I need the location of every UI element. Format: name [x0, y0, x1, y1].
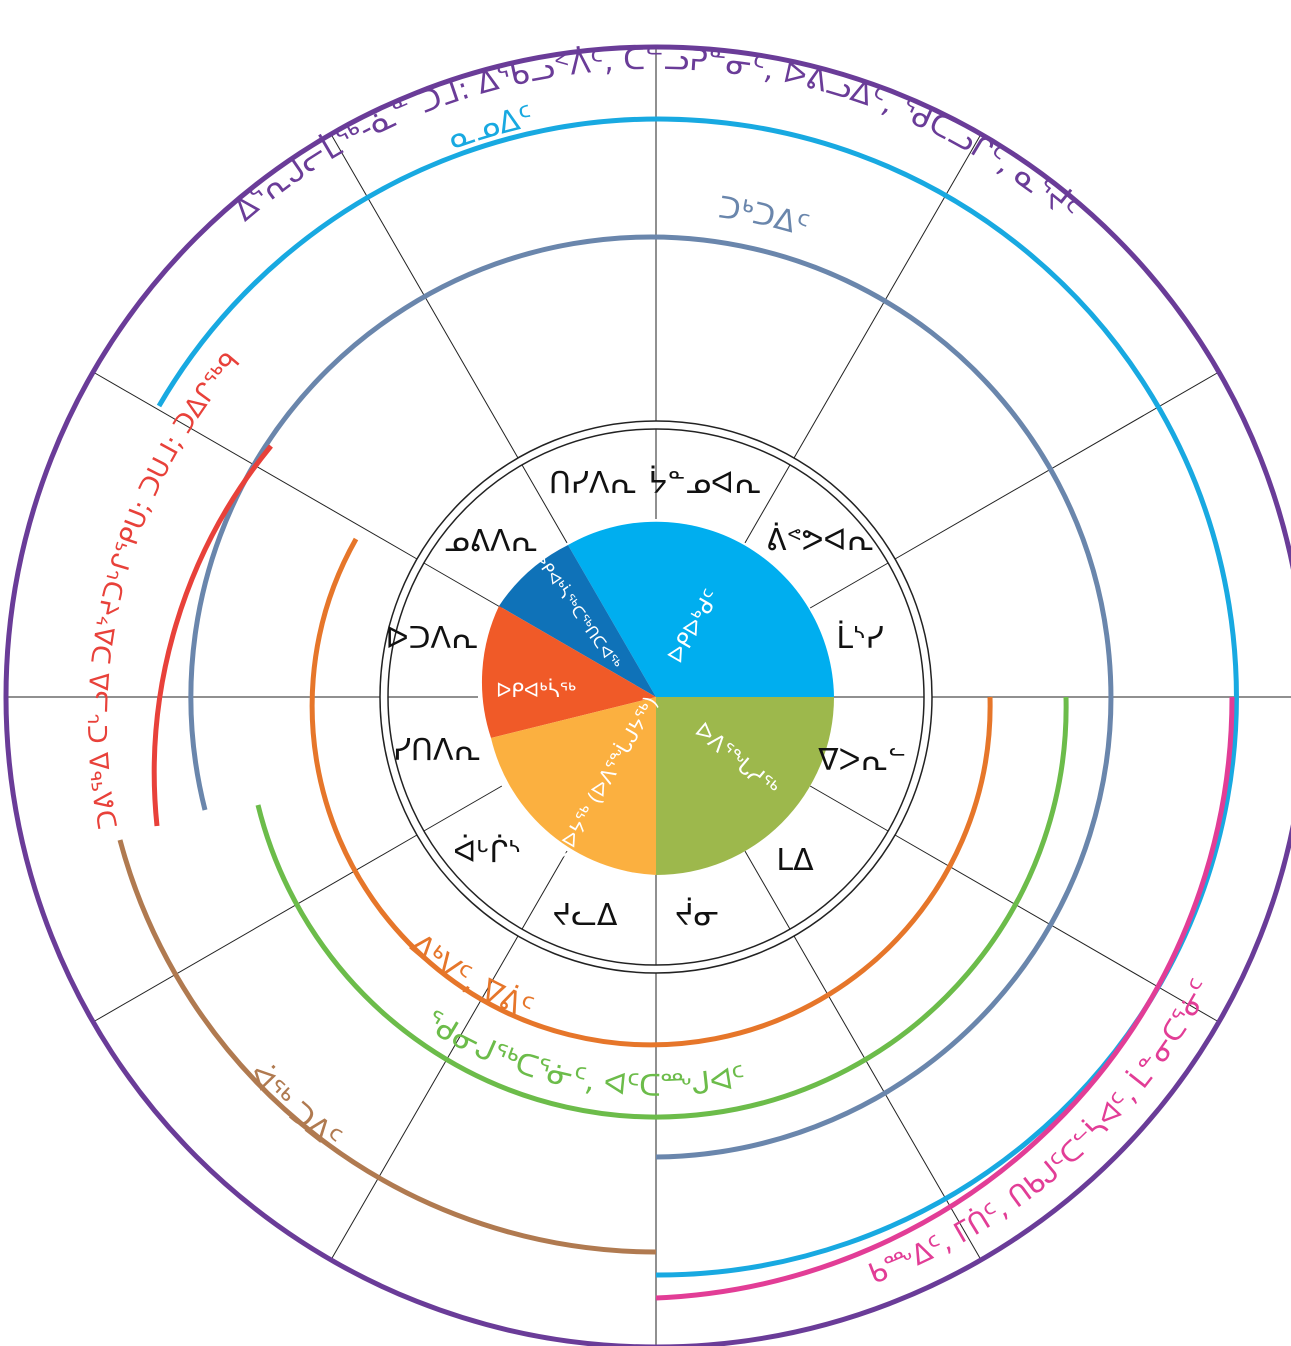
pink-ring-arc	[655, 696, 1235, 1301]
slate-ring-label: ᑐᒃᑐᐃᑦ	[716, 190, 812, 244]
month-divider-line	[94, 834, 418, 1022]
month-label-september: ᓯᑎᐱᕆ	[393, 733, 481, 768]
orange-ring-label: ᐃᒃᐯᑦ, ᐁᕖᑦ	[404, 927, 538, 1026]
month-ring-divider	[809, 785, 889, 832]
month-ring-divider	[809, 562, 889, 609]
season-slice-winter	[491, 697, 656, 875]
season-slice-summer	[568, 521, 834, 697]
month-labels: ᔮᓐᓄᐊᕆ ᕖᕝᕗᐊᕆ ᒫᔅᓯ ᐁᐳᕆᓪ ᒪᐃ ᔫᓂ ᔪᓚᐃ ᐋᒡᒌᔅ ᓯᑎᐱᕆ…	[386, 464, 906, 933]
month-ring-divider	[521, 464, 568, 544]
month-ring-divider	[744, 850, 791, 930]
season-slice-early-fall	[499, 545, 656, 697]
season-label-fall: ᐅᑭᐊᒃᓵᖅ	[496, 678, 576, 702]
month-label-december: ᑎᓯᐱᕆ	[549, 466, 637, 501]
month-label-february: ᕖᕝᕗᐊᕆ	[766, 521, 874, 558]
month-ring-divider	[521, 850, 568, 930]
month-label-august: ᐋᒡᒌᔅ	[453, 833, 521, 870]
blue-ring-arc	[156, 116, 1239, 1278]
month-label-june: ᔫᓂ	[675, 896, 719, 933]
month-divider-line	[331, 935, 519, 1259]
month-label-april: ᐁᐳᕆᓪ	[818, 743, 906, 778]
month-label-march: ᒫᔅᓯ	[836, 619, 883, 656]
month-label-july: ᔪᓚᐃ	[553, 898, 618, 933]
season-pie	[481, 521, 834, 875]
red-ring-arc	[151, 444, 273, 827]
month-divider-line	[894, 372, 1218, 560]
brown-ring-arc	[117, 839, 657, 1255]
slate-ring-arc	[188, 234, 1114, 1160]
month-ring-divider	[423, 562, 503, 609]
green-ring-arc	[255, 696, 1069, 1120]
month-divider-line	[793, 135, 981, 459]
month-ring-dividers	[388, 429, 924, 965]
red-ring-label: ᑐᕕᖅᐃ ᑕᒡᓗᐃ ᑐᐃᔾᔪᑐᒡᒋᕿᑌ; ᑐᑌᒧ; ᑐᐃᒋᖅᑫ	[84, 347, 247, 831]
outer-border-ring	[3, 44, 1291, 1346]
month-ring-divider	[423, 785, 503, 832]
month-label-november: ᓄᕕᐱᕆ	[444, 524, 538, 559]
orange-ring-arc	[309, 537, 993, 1048]
month-label-october: ᐅᑐᐱᕆ	[386, 621, 479, 656]
month-divider-line	[793, 935, 981, 1259]
month-divider-line	[894, 834, 1218, 1022]
season-slice-spring	[656, 697, 834, 875]
month-label-may: ᒪᐃ	[776, 843, 814, 878]
green-ring-label: ᖁᓂᒍᖅᑕᕐᓃᑦ, ᐊᑦᑕᖖᒍᐊᑦ	[419, 1004, 749, 1104]
month-label-january: ᔮᓐᓄᐊᕆ	[649, 464, 762, 501]
brown-ring-label: ᐋᖅ ᑐᐃᑦ	[241, 1056, 347, 1157]
month-ring-divider	[744, 464, 791, 544]
season-slice-fall	[481, 606, 656, 738]
